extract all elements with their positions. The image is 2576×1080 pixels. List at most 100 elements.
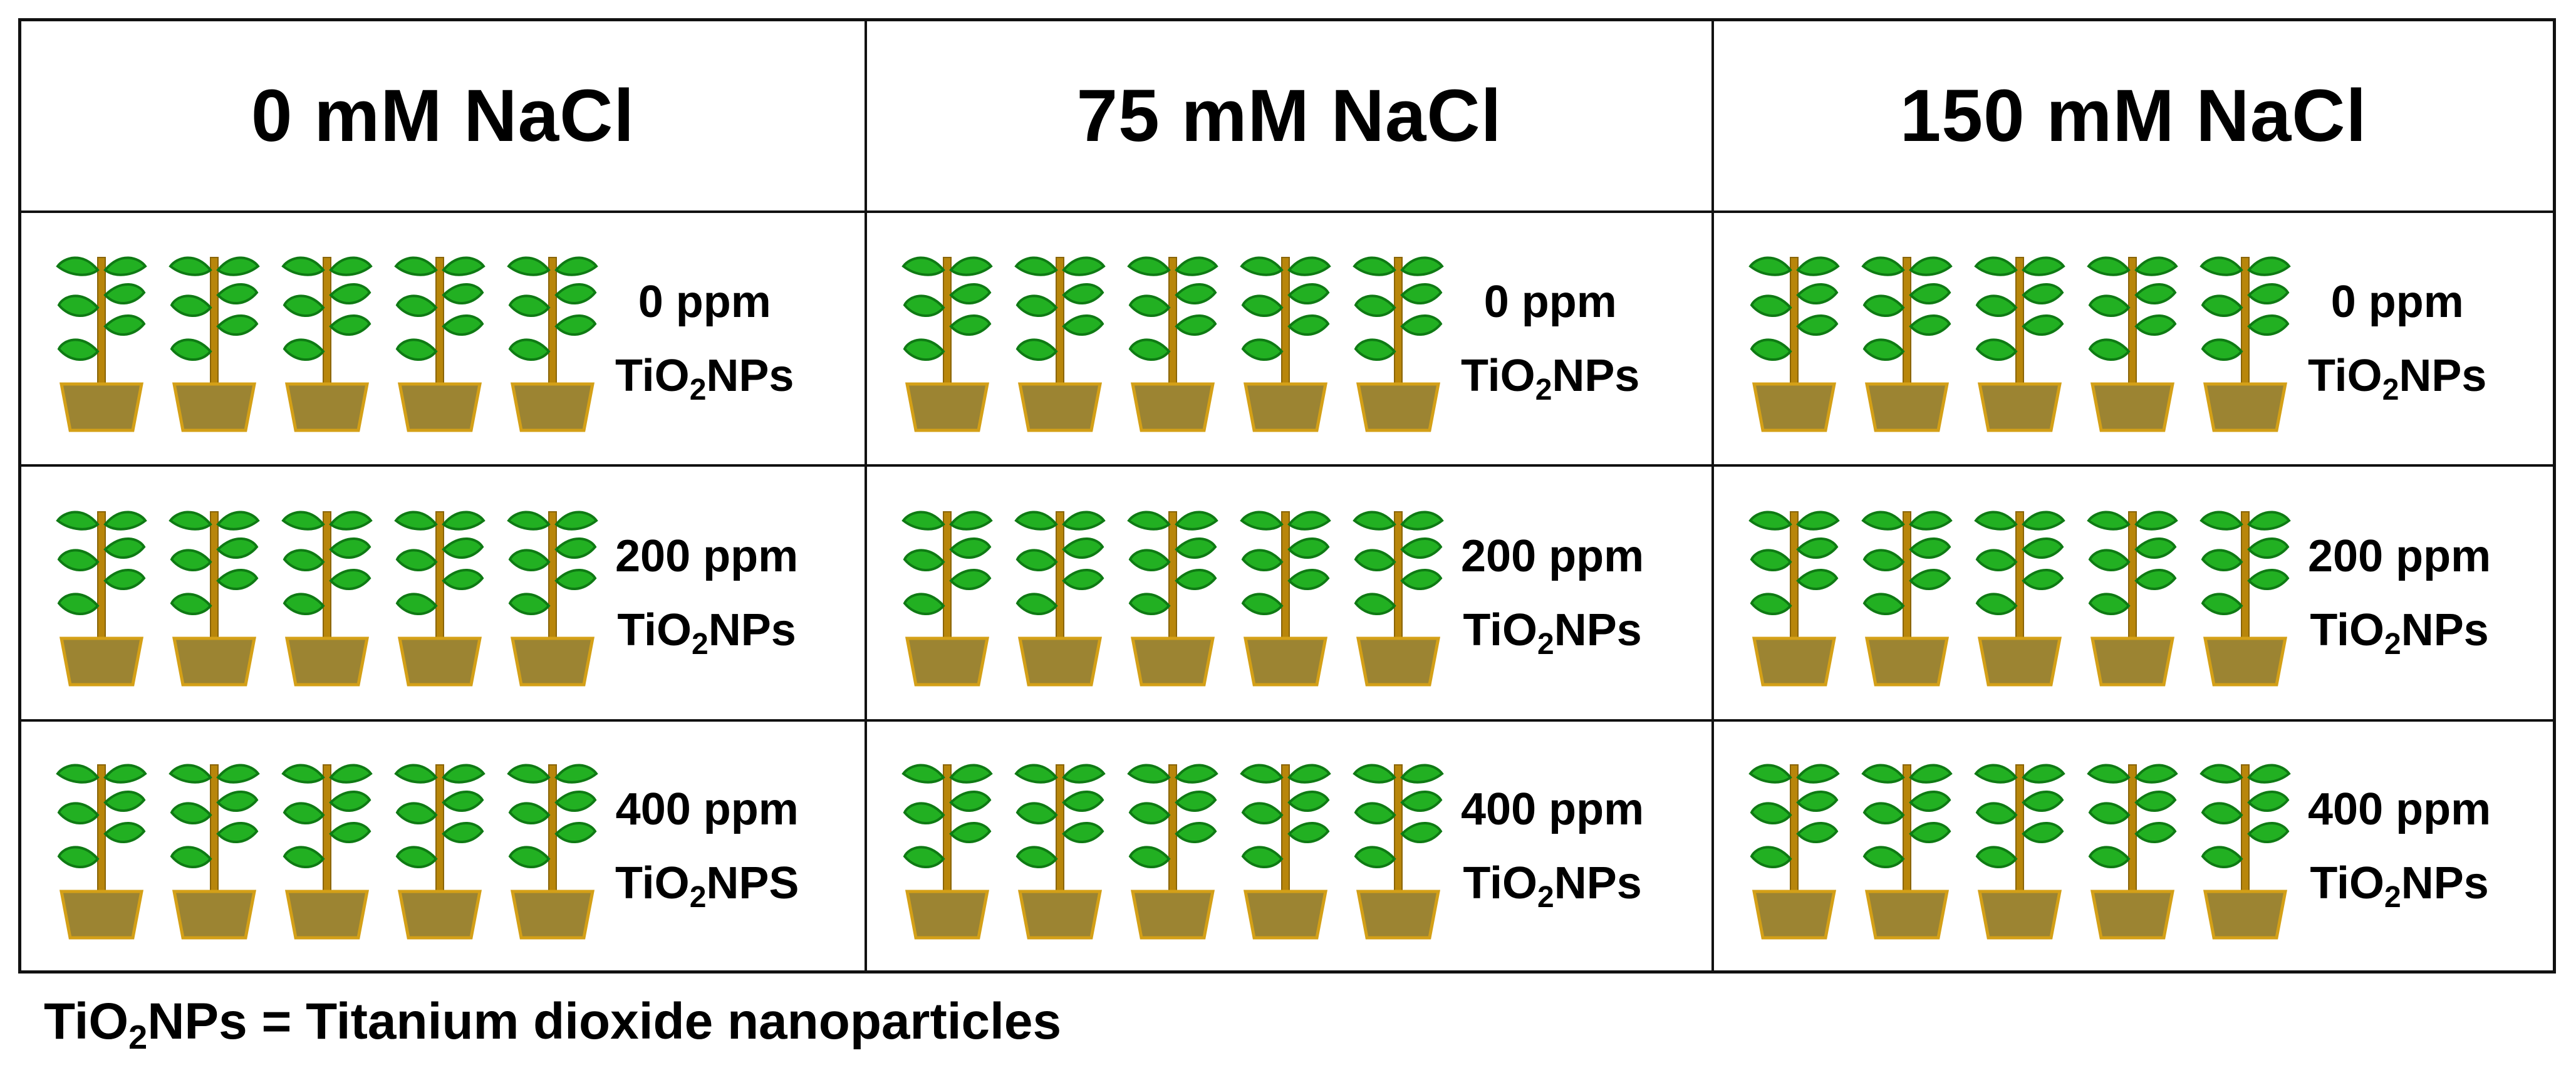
potted-plant-icon — [2076, 499, 2189, 687]
potted-plant-icon — [1851, 245, 1963, 433]
potted-plant-icon — [383, 499, 496, 687]
potted-plant-icon — [45, 499, 158, 687]
compound-text: TiO2NPs — [1461, 593, 1644, 667]
treatment-label: 0 ppm TiO2NPs — [1461, 265, 1639, 413]
treatment-label: 200 ppm TiO2NPs — [615, 519, 798, 667]
potted-plant-icon — [158, 752, 271, 940]
dose-text: 200 ppm — [615, 531, 799, 581]
compound-pre: TiO — [2310, 605, 2385, 655]
treatment-cell: 200 ppm TiO2NPs — [867, 467, 1714, 722]
dose-text: 200 ppm — [1461, 531, 1644, 581]
plant-group — [891, 245, 1455, 433]
plant-group — [891, 499, 1455, 687]
compound-text: TiO2NPs — [615, 593, 798, 667]
potted-plant-icon — [2076, 752, 2189, 940]
dose-text: 400 ppm — [615, 784, 799, 834]
potted-plant-icon — [1229, 499, 1342, 687]
treatment-cell: 200 ppm TiO2NPs — [1714, 467, 2553, 722]
potted-plant-icon — [158, 245, 271, 433]
treatment-table: 0 mM NaCl 75 mM NaCl 150 mM NaCl 0 ppm TiO2N… — [18, 18, 2556, 974]
treatment-label: 200 ppm TiO2NPs — [2308, 519, 2491, 667]
column-header-label: 75 mM NaCl — [1076, 75, 1502, 157]
dose-text: 0 ppm — [638, 276, 771, 327]
treatment-cell: 200 ppm TiO2NPs — [21, 467, 867, 722]
treatment-cell: 400 ppm TiO2NPs — [867, 722, 1714, 970]
potted-plant-icon — [1851, 752, 1963, 940]
footnote-subscript: 2 — [128, 1019, 148, 1056]
compound-pre: TiO — [615, 350, 690, 401]
column-header-label: 150 mM NaCl — [1899, 75, 2367, 157]
compound-subscript: 2 — [689, 880, 707, 914]
potted-plant-icon — [1004, 752, 1116, 940]
dose-text: 0 ppm — [1483, 276, 1617, 327]
compound-pre: TiO — [1463, 605, 1538, 655]
compound-post: NPs — [1554, 858, 1642, 908]
potted-plant-icon — [496, 499, 609, 687]
potted-plant-icon — [45, 245, 158, 433]
footnote-pre: TiO — [44, 993, 129, 1050]
potted-plant-icon — [1116, 752, 1229, 940]
compound-subscript: 2 — [2384, 880, 2401, 914]
potted-plant-icon — [891, 245, 1004, 433]
compound-post: NPs — [708, 605, 796, 655]
compound-post: NPs — [706, 350, 794, 401]
plant-group — [1738, 499, 2302, 687]
compound-pre: TiO — [2308, 350, 2382, 401]
compound-pre: TiO — [615, 858, 690, 908]
potted-plant-icon — [1342, 752, 1455, 940]
plant-group — [1738, 752, 2302, 940]
dose-text: 200 ppm — [2308, 531, 2491, 581]
potted-plant-icon — [496, 752, 609, 940]
plant-group — [45, 752, 609, 940]
treatment-cell: 400 ppm TiO2NPS — [21, 722, 867, 970]
plant-group — [1738, 245, 2302, 433]
compound-text: TiO2NPs — [615, 339, 794, 413]
treatment-cell: 0 ppm TiO2NPs — [1714, 213, 2553, 467]
potted-plant-icon — [1738, 499, 1851, 687]
plant-group — [45, 245, 609, 433]
treatment-label: 0 ppm TiO2NPs — [2308, 265, 2486, 413]
treatment-cell: 0 ppm TiO2NPs — [867, 213, 1714, 467]
compound-subscript: 2 — [692, 627, 709, 661]
compound-subscript: 2 — [1535, 373, 1552, 407]
compound-subscript: 2 — [1537, 880, 1554, 914]
compound-subscript: 2 — [2384, 627, 2401, 661]
potted-plant-icon — [2189, 752, 2302, 940]
compound-pre: TiO — [617, 605, 692, 655]
potted-plant-icon — [271, 245, 383, 433]
potted-plant-icon — [1738, 245, 1851, 433]
dose-text: 400 ppm — [1461, 784, 1644, 834]
compound-post: NPs — [1554, 605, 1642, 655]
potted-plant-icon — [158, 499, 271, 687]
potted-plant-icon — [1116, 245, 1229, 433]
compound-subscript: 2 — [1537, 627, 1554, 661]
compound-pre: TiO — [2310, 858, 2385, 908]
treatment-cell: 0 ppm TiO2NPs — [21, 213, 867, 467]
potted-plant-icon — [271, 752, 383, 940]
compound-subscript: 2 — [689, 373, 707, 407]
potted-plant-icon — [1229, 245, 1342, 433]
compound-text: TiO2NPs — [1461, 339, 1639, 413]
potted-plant-icon — [1342, 499, 1455, 687]
treatment-label: 400 ppm TiO2NPs — [2308, 772, 2491, 920]
dose-text: 0 ppm — [2330, 276, 2464, 327]
treatment-label: 0 ppm TiO2NPs — [615, 265, 794, 413]
compound-text: TiO2NPS — [615, 846, 799, 920]
potted-plant-icon — [1116, 499, 1229, 687]
column-header-label: 0 mM NaCl — [251, 75, 635, 157]
footnote: TiO2NPs = Titanium dioxide nanoparticles — [44, 992, 1062, 1054]
potted-plant-icon — [1004, 245, 1116, 433]
treatment-label: 400 ppm TiO2NPS — [615, 772, 799, 920]
compound-text: TiO2NPs — [2308, 593, 2491, 667]
footnote-text: NPs = Titanium dioxide nanoparticles — [147, 993, 1062, 1050]
compound-post: NPs — [2399, 350, 2487, 401]
potted-plant-icon — [1229, 752, 1342, 940]
treatment-label: 400 ppm TiO2NPs — [1461, 772, 1644, 920]
compound-text: TiO2NPs — [1461, 846, 1644, 920]
potted-plant-icon — [271, 499, 383, 687]
column-header: 75 mM NaCl — [867, 21, 1714, 213]
potted-plant-icon — [1004, 499, 1116, 687]
potted-plant-icon — [383, 245, 496, 433]
compound-pre: TiO — [1463, 858, 1538, 908]
potted-plant-icon — [1963, 499, 2076, 687]
